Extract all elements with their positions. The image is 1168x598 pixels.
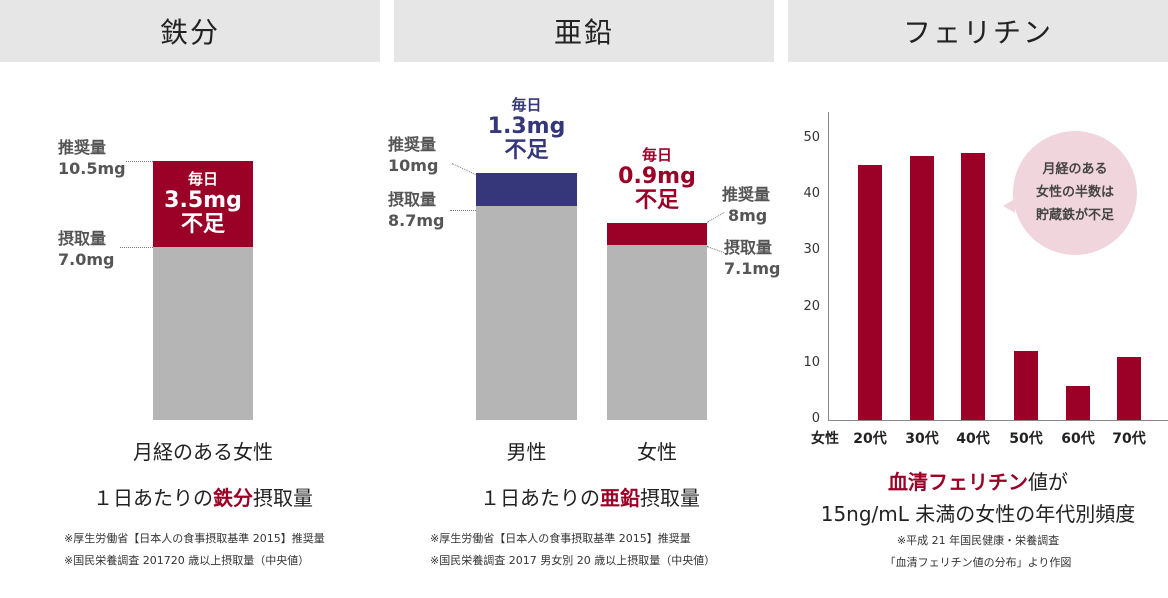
zinc-caption: １日あたりの亜鉛摂取量 (480, 486, 700, 510)
x-axis-label: 女性 (811, 431, 839, 447)
iron-group: 月経のある女性 (133, 440, 273, 464)
y-tick-label: 10 (803, 354, 820, 370)
zinc-male-group: 男性 (506, 440, 547, 464)
bar-40代 (961, 153, 985, 420)
zinc-female-intake-bar (607, 245, 707, 420)
callout-bubble: 月経のある 女性の半数は 貯蔵鉄が不足 (1003, 131, 1137, 255)
y-tick-label: 0 (811, 411, 820, 426)
zinc-male-deficit-bar (476, 173, 577, 206)
zinc-female-deficit-bar (607, 223, 707, 245)
iron-deficit-label: 毎日 3.5mg 不足 (164, 170, 242, 237)
zinc-female-intake: 摂取量 7.1mg (724, 238, 781, 278)
x-tick-label: 30代 (905, 431, 939, 447)
zinc-female-recommended: 推奨量 8mg (722, 185, 771, 225)
iron-deficit-bar (153, 161, 253, 247)
header-ferritin: フェリチン (788, 0, 1168, 62)
zinc-male-intake-bar (476, 206, 577, 420)
zinc-male-deficit-label: 毎日 1.3mg 不足 (487, 96, 566, 163)
bar-70代 (1117, 357, 1141, 420)
x-tick-label: 70代 (1112, 431, 1146, 447)
zinc-male-intake: 摂取量 8.7mg (388, 190, 445, 230)
y-tick-label: 30 (803, 242, 820, 258)
zinc-female-deficit-label: 毎日 0.9mg 不足 (618, 146, 696, 213)
iron-recommended: 推奨量 10.5mg (58, 138, 126, 178)
ferritin-caption: 血清フェリチン値が (888, 470, 1068, 494)
iron-intake-bar (153, 247, 253, 420)
zinc-note: ※厚生労働省【日本人の食事摂取基準 2015】推奨量 ※国民栄養調査 2017 男… (430, 532, 716, 567)
y-tick-label: 50 (803, 130, 820, 145)
x-tick-label: 60代 (1061, 431, 1095, 447)
bar-20代 (858, 165, 882, 420)
ferritin-caption-2: 15ng/mL 未満の女性の年代別頻度 (820, 502, 1136, 526)
header-zinc: 亜鉛 (394, 0, 774, 62)
zinc-female-group: 女性 (637, 440, 677, 464)
bar-30代 (910, 155, 934, 420)
ferritin-note: ※平成 21 年国民健康・栄養調査 「血清フェリチン値の分布」より作図 (884, 534, 1072, 569)
y-axis (828, 112, 829, 420)
iron-caption: １日あたりの鉄分摂取量 (93, 486, 313, 510)
zinc-male-recommended: 推奨量 10mg (388, 135, 439, 175)
x-tick-label: 50代 (1009, 431, 1043, 447)
x-tick-label: 40代 (956, 431, 990, 447)
x-axis (828, 420, 1168, 421)
x-tick-label: 20代 (853, 431, 887, 447)
iron-intake: 摂取量 7.0mg (58, 229, 115, 269)
iron-note: ※厚生労働省【日本人の食事摂取基準 2015】推奨量 ※国民栄養調査 201720… (64, 532, 325, 567)
header-iron: 鉄分 (0, 0, 380, 62)
y-tick-label: 20 (803, 298, 820, 314)
y-tick-label: 40 (803, 186, 820, 202)
bar-50代 (1014, 351, 1038, 420)
bar-60代 (1066, 385, 1090, 420)
